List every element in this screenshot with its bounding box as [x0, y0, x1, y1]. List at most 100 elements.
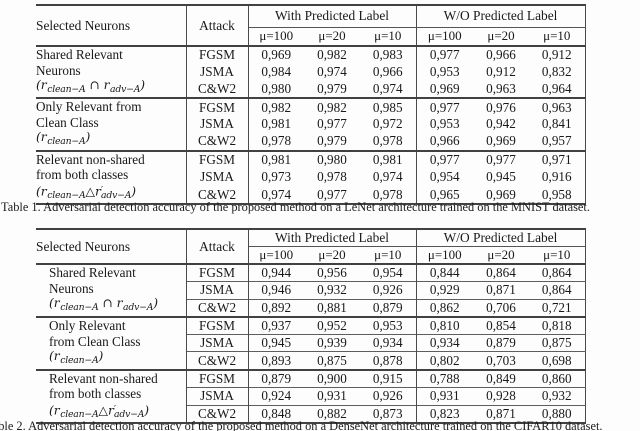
- accuracy-value-cell: 0,928: [473, 386, 529, 406]
- results-table-1: Selected Neurons Attack With Predicted Lab…: [36, 4, 586, 206]
- accuracy-value-cell: 0,969: [486, 186, 516, 202]
- results-table-2: Selected Neurons Attack With Predicted Lab…: [36, 228, 586, 425]
- group-label-line: Relevant non-shared: [36, 151, 145, 167]
- group-label-line: Clean Class: [36, 114, 99, 130]
- mu-column-header: μ=20: [304, 27, 360, 47]
- accuracy-value-cell: 0,862: [416, 298, 473, 317]
- group-label-cell: Only Relevant from Clean Class (rclean−A): [36, 97, 187, 151]
- table-row: JSMA 0,981 0,977 0,972 0,953 0,942 0,841: [36, 115, 585, 133]
- accuracy-value-cell: 0,979: [317, 80, 347, 96]
- math-prime: ′: [113, 403, 116, 415]
- accuracy-value-cell: 0,981: [248, 149, 304, 169]
- math-text: (r: [36, 130, 47, 145]
- accuracy-value-cell: 0,931: [304, 386, 360, 406]
- accuracy-value-cell: 0,871: [473, 404, 529, 424]
- accuracy-value-cell: 0,982: [304, 45, 360, 64]
- accuracy-value-cell: 0,893: [248, 351, 304, 370]
- accuracy-value-cell: 0,873: [360, 404, 417, 424]
- accuracy-value-cell: 0,871: [473, 281, 529, 300]
- group-label-cell: Only Relevant from Clean Class (rclean−A): [36, 315, 187, 370]
- table2-caption: Table 2. Adversarial detection accuracy …: [0, 419, 603, 431]
- accuracy-value-cell: 0,978: [261, 133, 292, 149]
- accuracy-value-cell: 0,977: [317, 186, 347, 202]
- accuracy-value-cell: 0,982: [304, 97, 360, 116]
- accuracy-value-cell: 0,978: [360, 186, 417, 205]
- math-text: △r: [85, 184, 101, 199]
- group-label-line: Only Relevant: [49, 318, 126, 334]
- accuracy-value-cell: 0,964: [541, 80, 572, 96]
- accuracy-value-cell: 0,963: [486, 80, 516, 96]
- accuracy-value-cell: 0,977: [317, 116, 347, 132]
- accuracy-value-cell: 0,973: [261, 169, 292, 185]
- group-label-cell: Shared Relevant Neurons (rclean−A ∩ radv−A…: [36, 263, 187, 317]
- group-math-notation: (rclean−A): [49, 349, 186, 368]
- column-header-selected-neurons: Selected Neurons: [36, 229, 187, 264]
- accuracy-value-cell: 0,900: [304, 368, 360, 388]
- attack-name-cell: FGSM: [186, 315, 249, 335]
- table-row: JSMA 0,973 0,978 0,974 0,954 0,945 0,916: [36, 168, 585, 187]
- column-header-selected-neurons: Selected Neurons: [36, 5, 187, 46]
- accuracy-value-cell: 0,974: [360, 168, 417, 187]
- accuracy-value-cell: 0,953: [360, 315, 417, 335]
- accuracy-value-cell: 0,974: [360, 80, 417, 99]
- accuracy-value-cell: 0,875: [529, 333, 586, 352]
- table-row: C&W2 0,980 0,979 0,974 0,969 0,963 0,964: [36, 80, 585, 99]
- accuracy-value-cell: 0,945: [486, 169, 516, 185]
- group-math-notation: (rclean−A ∩ radv−A): [36, 78, 186, 97]
- accuracy-value-cell: 0,981: [261, 116, 292, 132]
- accuracy-value-cell: 0,977: [416, 45, 473, 64]
- attack-name-cell: FGSM: [186, 263, 249, 282]
- accuracy-value-cell: 0,841: [541, 116, 572, 132]
- group-label-line: Shared Relevant: [36, 47, 123, 62]
- accuracy-value-cell: 0,966: [360, 63, 417, 81]
- accuracy-value-cell: 0,932: [304, 281, 360, 300]
- neuron-group: Shared Relevant Neurons (rclean−A ∩ radv−A…: [36, 44, 586, 99]
- math-subscript: clean−A: [47, 189, 86, 201]
- accuracy-value-cell: 0,963: [529, 97, 586, 116]
- table-row: Only Relevant from Clean Class (rclean−A) F…: [36, 97, 586, 151]
- accuracy-value-cell: 0,957: [541, 133, 572, 149]
- accuracy-value-cell: 0,976: [473, 97, 529, 116]
- mu-column-header: μ=100: [416, 246, 473, 265]
- column-group-wo-predicted-label: W/O Predicted Label: [416, 5, 586, 28]
- accuracy-value-cell: 0,974: [261, 186, 292, 202]
- accuracy-value-cell: 0,978: [317, 169, 347, 185]
- accuracy-value-cell: 0,864: [529, 281, 586, 300]
- math-text: ): [144, 403, 150, 418]
- accuracy-value-cell: 0,880: [529, 404, 586, 424]
- math-subscript: clean−A: [60, 408, 99, 420]
- accuracy-value-cell: 0,965: [429, 186, 460, 202]
- accuracy-value-cell: 0,980: [304, 149, 360, 169]
- accuracy-value-cell: 0,879: [473, 333, 529, 352]
- table-row: C&W2 0,978 0,979 0,978 0,966 0,969 0,957: [36, 132, 585, 151]
- accuracy-value-cell: 0,721: [529, 298, 586, 317]
- math-subscript: clean−A: [60, 354, 99, 366]
- math-text: ): [140, 78, 146, 93]
- attack-name-cell: C&W2: [186, 351, 249, 370]
- accuracy-value-cell: 0,931: [416, 386, 473, 406]
- attack-name-cell: FGSM: [186, 368, 249, 388]
- accuracy-value-cell: 0,875: [304, 351, 360, 370]
- attack-name-cell: C&W2: [186, 186, 249, 205]
- group-label-line: Neurons: [49, 280, 94, 296]
- accuracy-value-cell: 0,966: [429, 133, 460, 149]
- accuracy-value-cell: 0,854: [473, 315, 529, 335]
- math-prime: ′: [100, 184, 103, 196]
- accuracy-value-cell: 0,882: [304, 404, 360, 424]
- accuracy-value-cell: 0,788: [416, 368, 473, 388]
- accuracy-value-cell: 0,703: [473, 351, 529, 370]
- math-subscript: clean−A: [47, 135, 86, 147]
- group-math-notation: (rclean−A ∩ radv−A): [49, 296, 186, 315]
- math-subscript: adv−A: [123, 301, 154, 313]
- group-math-notation: (rclean−A△r′adv−A): [36, 183, 186, 204]
- table-row: C&W2 0,892 0,881 0,879 0,862 0,706 0,721: [36, 298, 586, 317]
- mu-column-header: μ=10: [529, 27, 586, 47]
- math-text: (r: [49, 403, 60, 418]
- attack-name-cell: JSMA: [186, 333, 249, 352]
- group-label-line: Relevant non-shared: [49, 370, 158, 386]
- accuracy-value-cell: 0,954: [360, 263, 417, 282]
- accuracy-value-cell: 0,879: [360, 298, 417, 317]
- attack-name-cell: JSMA: [186, 386, 249, 406]
- math-subscript: clean−A: [47, 83, 86, 95]
- table1-caption: Table 1. Adversarial detection accuracy …: [1, 200, 590, 214]
